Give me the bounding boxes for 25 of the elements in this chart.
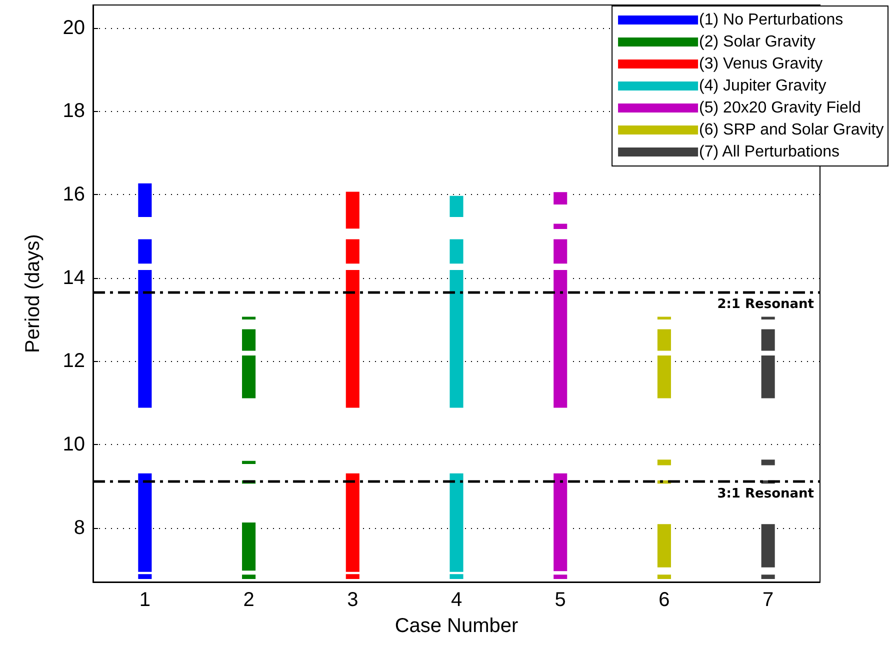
- x-tick-label: 5: [554, 589, 566, 611]
- x-tick-label: 1: [139, 589, 150, 611]
- y-axis-title: Period (days): [22, 234, 44, 353]
- legend-label: (2) Solar Gravity: [699, 34, 816, 50]
- legend-label: (5) 20x20 Gravity Field: [699, 100, 861, 116]
- legend-label: (7) All Perturbations: [699, 144, 840, 160]
- annotation: 3:1 Resonant: [717, 486, 814, 502]
- y-tick-label: 10: [62, 434, 85, 456]
- y-tick-label: 8: [74, 516, 85, 539]
- x-tick-label: 4: [450, 589, 462, 611]
- y-tick-label: 16: [62, 184, 85, 206]
- y-tick-label: 12: [62, 350, 85, 372]
- x-tick-label: 6: [658, 589, 670, 611]
- annotation: 2:1 Resonant: [717, 297, 814, 312]
- x-tick-label: 2: [243, 589, 254, 611]
- y-tick-label: 14: [62, 266, 85, 289]
- legend-label: (4) Jupiter Gravity: [699, 78, 826, 94]
- legend-label: (1) No Perturbations: [699, 12, 844, 28]
- x-tick-label: 3: [347, 589, 358, 611]
- legend-label: (3) Venus Gravity: [699, 56, 823, 72]
- legend-label: (6) SRP and Solar Gravity: [699, 122, 884, 138]
- x-tick-label: 7: [762, 589, 774, 611]
- y-tick-label: 20: [62, 16, 85, 39]
- y-tick-label: 18: [62, 100, 85, 122]
- x-axis-title: Case Number: [394, 615, 519, 637]
